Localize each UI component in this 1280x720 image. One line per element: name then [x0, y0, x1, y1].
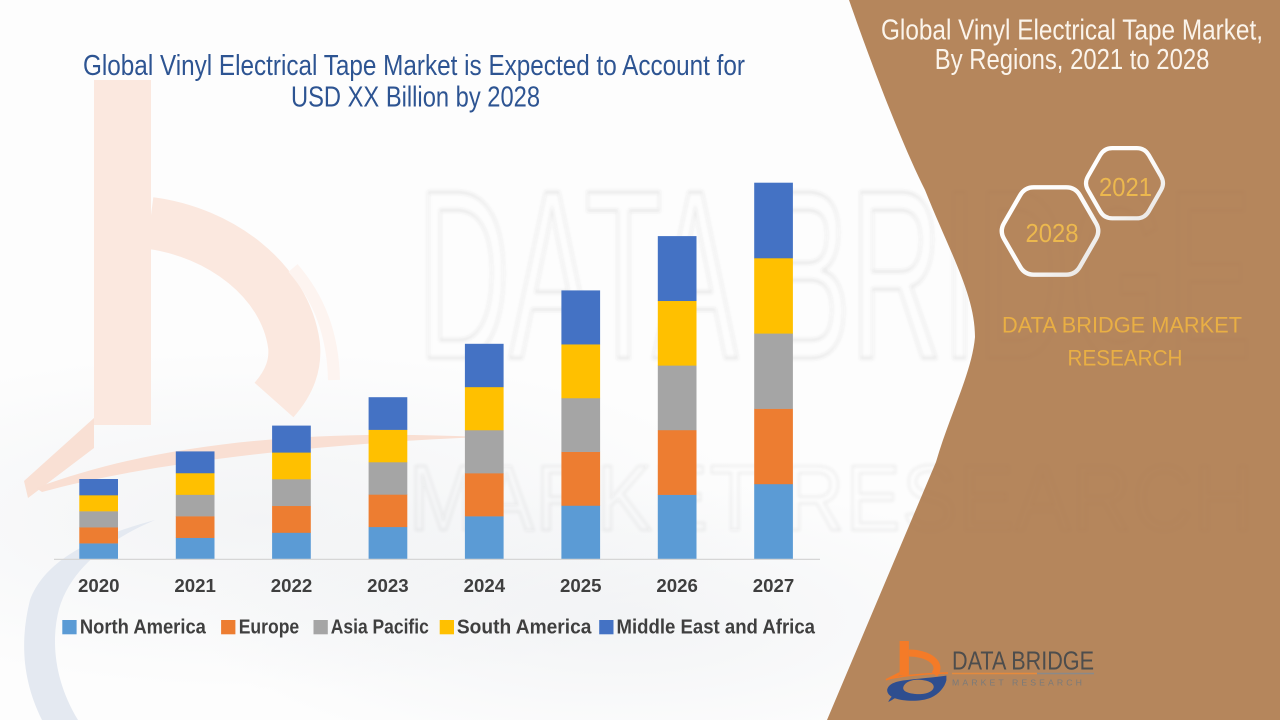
svg-text:2028: 2028 — [1026, 220, 1079, 248]
svg-text:2023: 2023 — [367, 575, 409, 596]
svg-text:Global Vinyl Electrical Tape M: Global Vinyl Electrical Tape Market, — [881, 14, 1263, 46]
svg-text:Asia Pacific: Asia Pacific — [331, 615, 429, 638]
svg-text:2026: 2026 — [656, 575, 698, 596]
svg-text:2025: 2025 — [560, 575, 602, 596]
svg-text:DATA BRIDGE: DATA BRIDGE — [952, 646, 1094, 676]
svg-text:2027: 2027 — [753, 575, 795, 596]
svg-text:Europe: Europe — [239, 615, 300, 638]
svg-text:2022: 2022 — [271, 575, 313, 596]
svg-text:Middle East and Africa: Middle East and Africa — [617, 615, 816, 638]
svg-text:2020: 2020 — [78, 575, 120, 596]
svg-text:Global Vinyl Electrical Tape M: Global Vinyl Electrical Tape Market is E… — [83, 50, 745, 82]
svg-text:2021: 2021 — [1099, 174, 1152, 202]
svg-text:South America: South America — [457, 615, 592, 638]
svg-text:North America: North America — [80, 615, 207, 638]
svg-text:2024: 2024 — [464, 575, 506, 596]
svg-text:By Regions, 2021 to 2028: By Regions, 2021 to 2028 — [935, 44, 1210, 76]
svg-text:2021: 2021 — [174, 575, 216, 596]
svg-text:MARKET RESEARCH: MARKET RESEARCH — [409, 446, 1255, 550]
svg-text:DATA BRIDGE MARKET: DATA BRIDGE MARKET — [1002, 313, 1242, 338]
svg-text:USD XX Billion by 2028: USD XX Billion by 2028 — [291, 82, 540, 114]
svg-text:MARKET RESEARCH: MARKET RESEARCH — [952, 678, 1085, 688]
svg-text:RESEARCH: RESEARCH — [1068, 346, 1183, 371]
